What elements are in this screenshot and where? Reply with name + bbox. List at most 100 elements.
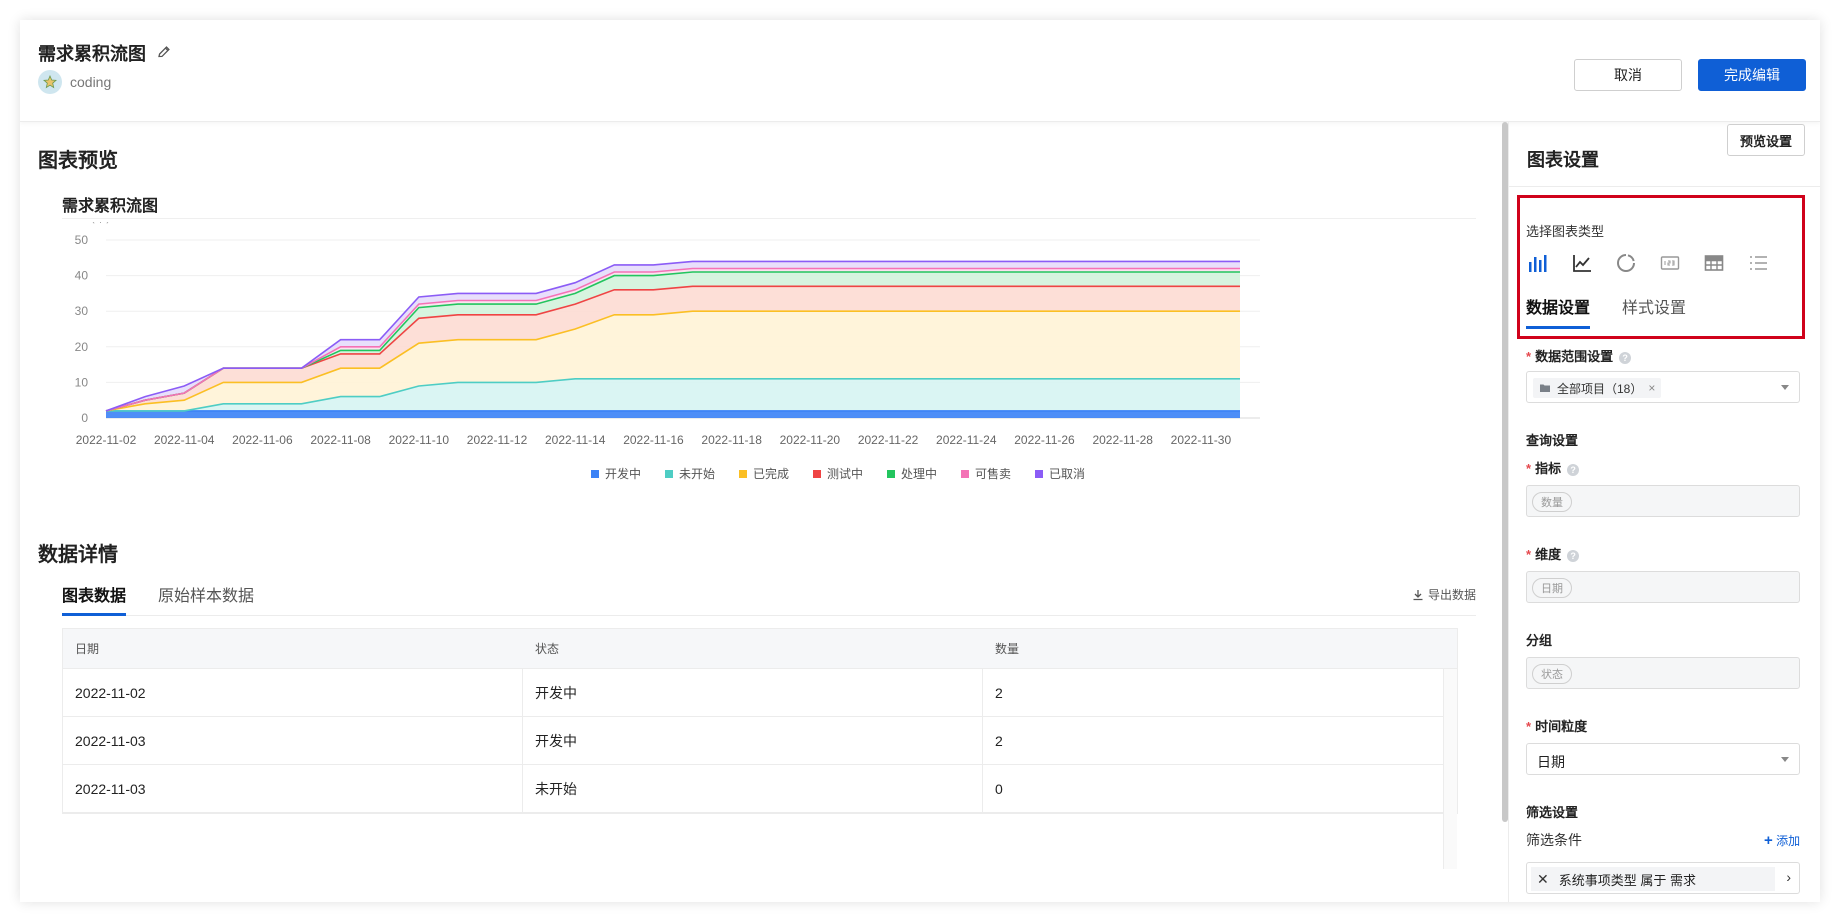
filter-chip: ✕ 系统事项类型 属于 需求 [1531, 867, 1775, 891]
avatar-star-icon [43, 75, 57, 89]
series-area [106, 410, 1240, 418]
line-chart-icon[interactable] [1570, 251, 1594, 275]
settings-tab-indicator [1526, 326, 1590, 329]
y-tick-label: 0 [81, 411, 88, 425]
query-settings-label: 查询设置 [1526, 433, 1579, 448]
required-mark: * [1526, 461, 1532, 476]
series-line [106, 378, 1240, 412]
legend-item: 测试中 [827, 466, 863, 481]
details-tabs: 图表数据 原始样本数据 导出数据 [62, 582, 1476, 616]
chevron-down-icon [1781, 757, 1789, 762]
tab-chart-data[interactable]: 图表数据 [62, 588, 127, 605]
required-mark: * [1526, 349, 1532, 364]
left-panel-scrollbar[interactable] [1502, 122, 1508, 822]
x-tick-label: 2022-11-28 [1092, 433, 1153, 447]
table-scrollbar[interactable] [1443, 669, 1457, 869]
series-line [105, 260, 1240, 412]
group-field[interactable]: 状态 [1526, 657, 1800, 689]
filter-condition-text: 系统事项类型 属于 需求 [1558, 872, 1696, 888]
legend-item: 已取消 [1049, 467, 1085, 481]
preview-settings-button[interactable]: 预览设置 [1727, 124, 1805, 156]
remove-chip-icon[interactable]: × [1648, 381, 1656, 395]
filter-condition-row[interactable]: ✕ 系统事项类型 属于 需求 › [1526, 862, 1800, 894]
chevron-down-icon [1781, 385, 1789, 390]
legend-item: 处理中 [901, 466, 937, 481]
metric-field[interactable]: 数量 [1526, 485, 1800, 517]
series-area [106, 311, 1240, 411]
range-label-text: 数据范围设置 [1535, 349, 1614, 364]
add-filter-button[interactable]: + 添加 [1764, 832, 1800, 849]
app-frame: 需求累积流图 coding 取消 完成编辑 图表预览 需求累积流图 （个） 0 10… [20, 20, 1820, 902]
x-tick-label: 2022-11-22 [858, 433, 919, 447]
preview-section-title: 图表预览 [38, 150, 118, 172]
table-row: 2022-11-03 开发中 2 [63, 717, 1457, 765]
x-tick-label: 2022-11-08 [310, 433, 371, 447]
cell-status: 开发中 [523, 717, 983, 764]
table-header: 日期 状态 数量 [63, 629, 1457, 669]
x-tick-label: 2022-11-04 [154, 433, 215, 447]
data-table: 日期 状态 数量 2022-11-02 开发中 2 2022-11-03 开发中… [62, 628, 1458, 869]
column-header-status[interactable]: 状态 [535, 642, 560, 656]
legend-swatch [739, 470, 747, 478]
legend-swatch [1035, 470, 1043, 478]
filter-section-label: 筛选设置 [1526, 805, 1579, 820]
help-icon[interactable]: ? [1619, 351, 1632, 364]
granularity-value: 日期 [1537, 754, 1565, 770]
x-tick-label: 2022-11-02 [76, 433, 137, 447]
x-tick-label: 2022-11-06 [232, 433, 293, 447]
active-tab-indicator [62, 613, 126, 616]
x-tick-label: 2022-11-20 [780, 433, 841, 447]
cumulative-flow-chart: （个） 0 10 20 30 40 50 2022-11-02 2022-11-04 2022-1… [75, 222, 1260, 481]
number-card-icon[interactable] [1658, 251, 1682, 275]
settings-divider [1509, 186, 1820, 187]
legend-swatch [591, 470, 599, 478]
edit-icon[interactable] [156, 44, 172, 60]
list-chart-icon[interactable] [1746, 251, 1770, 275]
cell-count: 2 [995, 684, 1003, 701]
x-tick-label: 2022-11-30 [1171, 433, 1232, 447]
table-chart-icon[interactable] [1702, 251, 1726, 275]
chart-divider [62, 218, 1476, 219]
tab-raw-sample-data[interactable]: 原始样本数据 [158, 588, 255, 605]
data-range-select[interactable]: 全部项目（18） × [1526, 371, 1800, 403]
filter-condition-label: 筛选条件 [1526, 832, 1582, 848]
chevron-right-icon[interactable]: › [1786, 869, 1791, 885]
remove-filter-icon[interactable]: ✕ [1537, 870, 1549, 887]
y-tick-label: 50 [75, 233, 89, 247]
group-label: 分组 [1526, 633, 1553, 648]
series-line [105, 310, 1240, 412]
chart-type-selector [1526, 251, 1770, 275]
legend-item: 已完成 [753, 466, 789, 481]
cell-status: 开发中 [523, 669, 983, 716]
details-section-title: 数据详情 [38, 544, 118, 566]
x-tick-label: 2022-11-26 [1014, 433, 1075, 447]
tab-style-settings[interactable]: 样式设置 [1622, 300, 1687, 317]
granularity-select[interactable]: 日期 [1526, 743, 1800, 775]
column-header-count[interactable]: 数量 [995, 642, 1020, 656]
cancel-button[interactable]: 取消 [1574, 59, 1682, 91]
avatar [38, 70, 62, 94]
tab-data-settings[interactable]: 数据设置 [1526, 300, 1591, 317]
help-icon[interactable]: ? [1567, 549, 1580, 562]
dimension-label-text: 维度 [1535, 547, 1562, 562]
download-icon [1413, 589, 1423, 600]
dimension-field[interactable]: 日期 [1526, 571, 1800, 603]
range-chip-label: 全部项目（18） [1557, 381, 1643, 396]
range-chip: 全部项目（18） × [1533, 378, 1662, 398]
required-mark: * [1526, 547, 1532, 562]
series-area [106, 286, 1240, 411]
done-editing-button[interactable]: 完成编辑 [1698, 59, 1806, 91]
legend-item: 可售卖 [975, 466, 1011, 481]
series-area [106, 378, 1240, 411]
range-label: * 数据范围设置? [1526, 346, 1632, 365]
ring-chart-icon[interactable] [1614, 251, 1638, 275]
export-button[interactable]: 导出数据 [1412, 586, 1476, 603]
page-title: 需求累积流图 [38, 44, 146, 64]
x-tick-label: 2022-11-16 [623, 433, 684, 447]
legend-swatch [961, 470, 969, 478]
bar-chart-icon[interactable] [1526, 251, 1550, 275]
legend-swatch [887, 470, 895, 478]
required-mark: * [1526, 719, 1532, 734]
help-icon[interactable]: ? [1567, 463, 1580, 476]
column-header-date[interactable]: 日期 [75, 642, 100, 656]
